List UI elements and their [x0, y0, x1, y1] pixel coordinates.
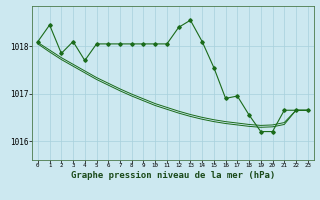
X-axis label: Graphe pression niveau de la mer (hPa): Graphe pression niveau de la mer (hPa)	[71, 171, 275, 180]
